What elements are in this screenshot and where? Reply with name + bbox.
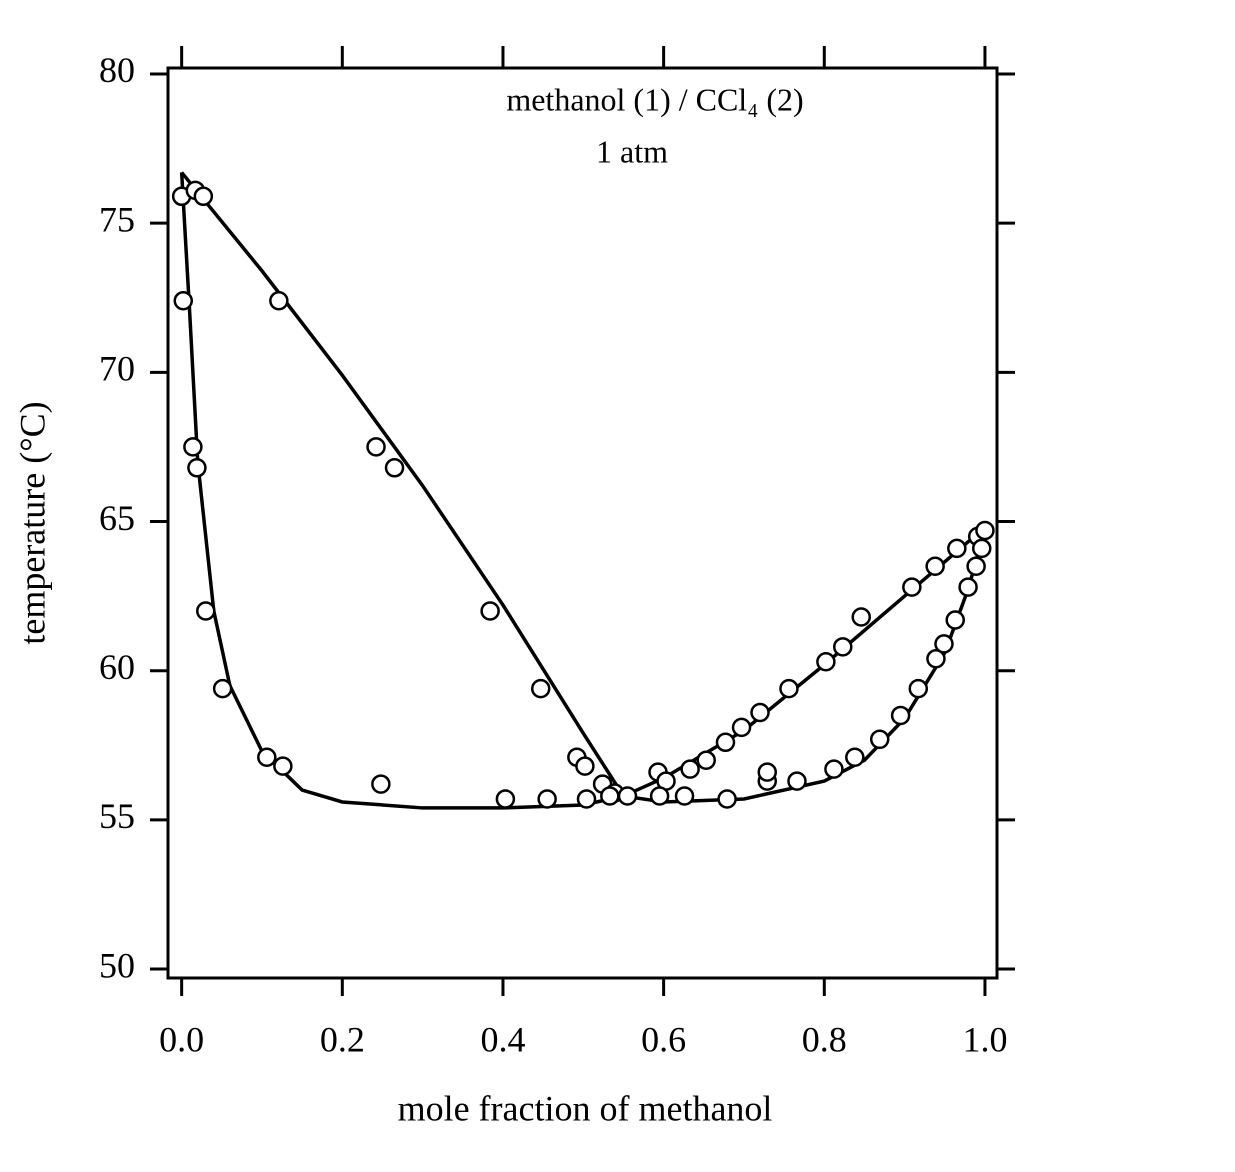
- data-point: [779, 678, 799, 699]
- data-point: [971, 538, 992, 559]
- curve: [180, 171, 625, 797]
- curve: [179, 172, 624, 810]
- data-point: [575, 756, 595, 776]
- data-point: [183, 437, 203, 457]
- data-point: [945, 610, 965, 630]
- data-point: [193, 186, 214, 207]
- data-point: [947, 538, 967, 559]
- data-point: [384, 458, 405, 478]
- x-tick-label: 0.0: [159, 1019, 204, 1059]
- data-point: [890, 705, 911, 726]
- data-point: [187, 458, 207, 478]
- data-point: [600, 786, 620, 806]
- data-point: [576, 789, 597, 809]
- y-tick-label: 50: [99, 945, 135, 985]
- data-point: [674, 786, 695, 806]
- chart-subtitle: 1 atm: [596, 133, 668, 169]
- data-point: [480, 601, 500, 621]
- y-tick-label: 55: [99, 796, 135, 836]
- data-point: [975, 520, 995, 541]
- data-point: [173, 290, 194, 311]
- data-point: [257, 747, 277, 767]
- data-point: [869, 729, 890, 750]
- data-point: [617, 786, 638, 806]
- data-point: [212, 678, 233, 699]
- data-point: [495, 789, 516, 809]
- data-point: [908, 678, 929, 699]
- data-point: [966, 556, 986, 577]
- data-point: [816, 651, 836, 672]
- data-point: [845, 747, 865, 767]
- data-point: [269, 290, 289, 311]
- y-axis-label: temperature (°C): [12, 401, 52, 644]
- y-tick-label: 70: [99, 349, 135, 389]
- data-point: [273, 756, 293, 776]
- data-point: [715, 732, 736, 753]
- data-point: [934, 634, 954, 654]
- data-point: [366, 437, 386, 457]
- data-point: [851, 607, 871, 627]
- data-point: [958, 577, 978, 597]
- data-point: [680, 759, 700, 779]
- data-point: [902, 577, 922, 597]
- x-tick-label: 1.0: [962, 1019, 1007, 1059]
- data-point: [787, 771, 807, 791]
- data-point: [757, 762, 778, 782]
- x-tick-label: 0.2: [320, 1019, 365, 1059]
- data-point: [537, 789, 557, 809]
- data-point: [926, 649, 946, 669]
- plot-frame: [166, 66, 999, 980]
- data-point: [833, 637, 853, 657]
- data-point: [717, 789, 737, 809]
- data-point: [196, 601, 216, 621]
- x-tick-label: 0.4: [480, 1019, 525, 1059]
- data-point: [925, 556, 945, 577]
- data-point: [731, 717, 752, 738]
- y-tick-label: 75: [99, 199, 135, 239]
- data-point: [750, 702, 770, 723]
- y-tick-label: 60: [99, 647, 135, 687]
- data-point: [696, 750, 716, 770]
- chart-title: methanol (1) / CCl₄ (2): [506, 81, 803, 117]
- data-point: [649, 786, 670, 806]
- x-tick-label: 0.6: [641, 1019, 686, 1059]
- x-tick-label: 0.8: [802, 1019, 847, 1059]
- y-tick-label: 80: [99, 50, 135, 90]
- x-axis-label: mole fraction of methanol: [398, 1088, 773, 1128]
- data-point: [371, 774, 391, 794]
- data-point: [824, 759, 844, 779]
- data-point: [530, 678, 551, 699]
- y-tick-label: 65: [99, 498, 135, 538]
